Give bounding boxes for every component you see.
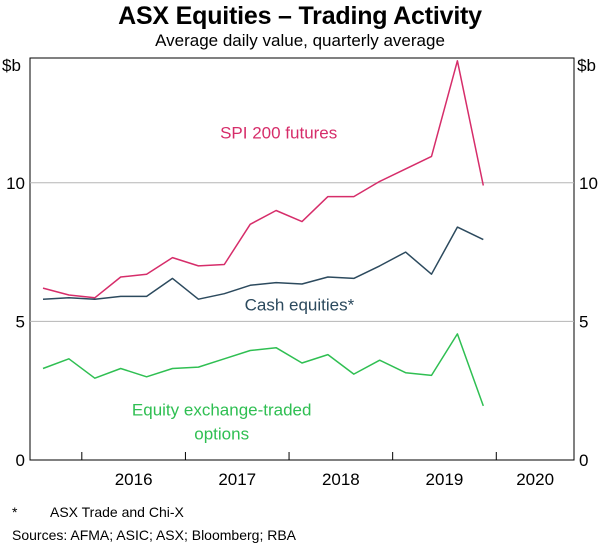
y-axis-unit-right: $b: [577, 56, 596, 75]
y-axis-unit-left: $b: [2, 56, 21, 75]
sources-note: Sources: AFMA; ASIC; ASX; Bloomberg; RBA: [12, 527, 297, 543]
x-tick-label: 2017: [218, 470, 256, 489]
series-line: [42, 60, 485, 299]
series-label: Cash equities*: [245, 295, 355, 314]
series-line: [42, 226, 484, 300]
series-line: [42, 333, 485, 407]
y-tick-label-right: 0: [579, 451, 588, 470]
series-label: SPI 200 futures: [220, 123, 337, 142]
y-tick-label-left: 5: [16, 312, 25, 331]
y-tick-label-left: 0: [16, 451, 25, 470]
chart-title: ASX Equities – Trading Activity: [118, 2, 482, 30]
series-label: options: [194, 425, 249, 444]
x-tick-label: 2016: [115, 470, 153, 489]
footnote: * ASX Trade and Chi-X: [12, 504, 184, 520]
x-tick-label: 2018: [322, 470, 360, 489]
series-label: Equity exchange-traded: [132, 401, 312, 420]
footnote-marker: *: [12, 504, 18, 520]
y-tick-label-right: 5: [579, 312, 588, 331]
x-tick-label: 2020: [516, 470, 554, 489]
footnote-text: ASX Trade and Chi-X: [50, 504, 184, 520]
chart-subtitle: Average daily value, quarterly average: [155, 31, 445, 50]
plot-frame: [29, 57, 575, 461]
y-tick-label-left: 10: [6, 174, 25, 193]
y-tick-label-right: 10: [579, 174, 598, 193]
x-tick-label: 2019: [426, 470, 464, 489]
